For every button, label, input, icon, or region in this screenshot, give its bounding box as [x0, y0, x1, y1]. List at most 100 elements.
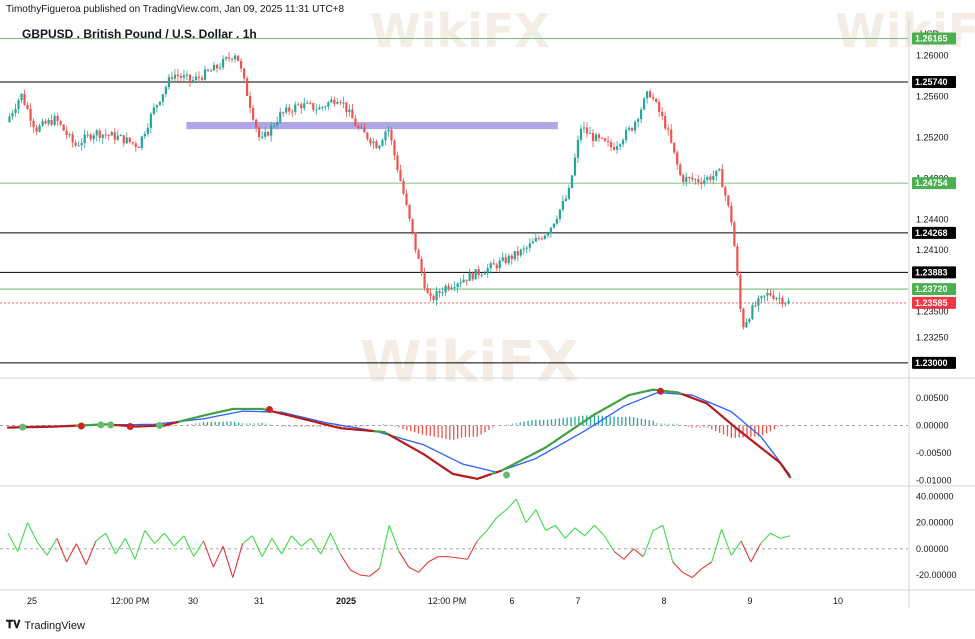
price-badge — [912, 283, 956, 296]
candle-body — [543, 235, 546, 239]
resistance-zone — [186, 122, 558, 130]
osc-tick-label: 20.00000 — [916, 518, 954, 528]
osc-tick-label: 0.00000 — [916, 544, 949, 554]
candle-body — [609, 142, 613, 148]
osc-line-segment — [369, 567, 380, 577]
candle-body — [158, 101, 161, 105]
candle-body — [68, 134, 71, 136]
osc-line-segment — [27, 522, 38, 543]
osc-line-segment — [378, 525, 390, 569]
candle-body — [209, 70, 213, 72]
candle-body — [637, 119, 640, 122]
candle-body — [249, 96, 252, 108]
candle-body — [519, 249, 522, 256]
osc-line-segment — [261, 538, 273, 557]
candle-body — [727, 195, 730, 206]
symbol-title[interactable]: GBPUSD . British Pound / U.S. Dollar . 1… — [22, 27, 257, 41]
candle-body — [20, 93, 23, 101]
candle-body — [670, 129, 673, 143]
candle-body — [537, 238, 540, 240]
price-tick-label: 1.25600 — [916, 91, 949, 101]
macd-cross-marker — [156, 421, 164, 429]
candle-body — [342, 102, 345, 104]
price-tick-label: 1.24100 — [916, 245, 949, 255]
price-badge-label: 1.26165 — [915, 33, 948, 43]
price-badge — [912, 177, 956, 190]
candle-body — [739, 275, 742, 309]
candle-body — [757, 298, 760, 306]
candle-body — [146, 127, 149, 134]
candle-body — [525, 247, 528, 249]
osc-line-segment — [721, 529, 732, 556]
candle-body — [492, 263, 495, 265]
candle-body — [288, 107, 291, 112]
candle-body — [62, 124, 65, 131]
time-tick-label: 6 — [509, 596, 514, 606]
osc-line-segment — [56, 538, 68, 563]
candle-body — [736, 246, 739, 276]
candle-body — [384, 131, 387, 141]
candle-body — [197, 76, 201, 78]
candle-body — [649, 91, 652, 98]
candle-body — [239, 60, 243, 69]
osc-line-segment — [711, 529, 723, 563]
osc-line-segment — [515, 498, 527, 523]
price-tick-label: 1.23250 — [916, 332, 949, 342]
macd-cross-marker — [503, 471, 511, 479]
candle-body — [513, 251, 516, 260]
osc-line-segment — [281, 535, 292, 555]
candle-body — [501, 257, 504, 261]
osc-line-segment — [672, 561, 683, 573]
candle-body — [56, 115, 59, 122]
candle-body — [712, 176, 715, 180]
price-badge-label: 1.24754 — [915, 178, 948, 188]
candle-body — [381, 140, 384, 146]
candle-body — [282, 112, 285, 114]
candle-body — [474, 269, 477, 280]
candle-body — [212, 64, 216, 71]
time-tick-label: 25 — [27, 596, 37, 606]
candle-body — [143, 133, 146, 137]
candle-body — [119, 135, 122, 137]
time-tick-label: 7 — [575, 596, 580, 606]
candle-body — [390, 129, 393, 141]
candle-body — [588, 132, 592, 134]
osc-line-segment — [682, 571, 693, 579]
candle-body — [29, 108, 32, 121]
candle-body — [627, 127, 631, 130]
tradingview-footer[interactable]: 𝐓𝐕 TradingView — [6, 619, 85, 632]
osc-line-segment — [300, 537, 312, 547]
candle-body — [582, 127, 586, 129]
candle-body — [170, 77, 174, 79]
osc-line-segment — [730, 540, 742, 556]
candle-body — [411, 218, 414, 233]
osc-line-segment — [574, 527, 586, 537]
candle-body — [772, 295, 775, 299]
osc-line-segment — [85, 540, 97, 565]
osc-line-segment — [740, 540, 752, 563]
candle-body — [125, 137, 128, 144]
candle-body — [558, 209, 562, 219]
candle-body — [673, 142, 676, 153]
price-tick-label: 1.23500 — [916, 307, 949, 317]
candle-body — [236, 55, 240, 61]
candle-body — [161, 94, 164, 102]
candle-body — [498, 260, 501, 269]
osc-line-segment — [633, 548, 644, 558]
osc-line-segment — [388, 525, 400, 552]
candle-body — [167, 77, 171, 88]
candle-body — [306, 102, 309, 104]
tradingview-logo-icon: 𝐓𝐕 — [6, 619, 21, 631]
candle-body — [357, 125, 360, 128]
candle-body — [285, 107, 288, 113]
candle-body — [486, 268, 489, 274]
time-tick-label: 30 — [188, 596, 198, 606]
candle-body — [468, 272, 471, 281]
candle-body — [333, 99, 336, 104]
osc-line-segment — [66, 543, 77, 563]
candle-body — [516, 251, 519, 256]
candle-body — [453, 287, 456, 289]
candle-body — [661, 112, 664, 117]
candle-body — [438, 291, 441, 293]
